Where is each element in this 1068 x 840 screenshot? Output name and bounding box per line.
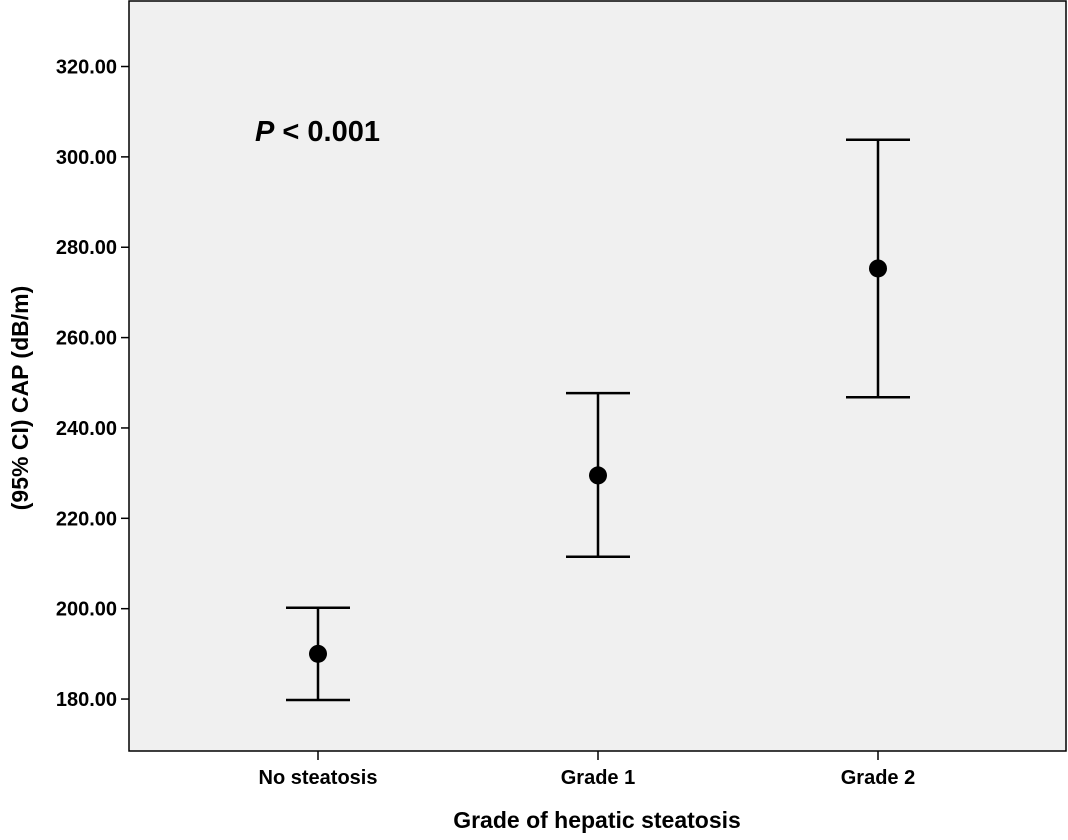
y-tick-label: 280.00 (56, 237, 117, 259)
x-axis: No steatosis Grade 1 Grade 2 (259, 751, 915, 789)
p-value-symbol: P (255, 116, 275, 148)
y-axis: 180.00 200.00 220.00 240.00 260.00 280.00 300.… (56, 57, 129, 711)
y-tick-label: 220.00 (56, 508, 117, 530)
mean-point (869, 259, 887, 278)
y-axis-title: (95% CI) CAP (dB/m) (7, 286, 33, 511)
mean-point (309, 644, 327, 663)
x-tick-label: Grade 1 (561, 767, 635, 789)
p-value-annotation: P < 0.001 (255, 116, 380, 148)
y-tick-label: 260.00 (56, 328, 117, 350)
x-tick-label: No steatosis (259, 767, 378, 789)
y-tick-label: 200.00 (56, 599, 117, 621)
y-tick-label: 180.00 (56, 689, 117, 711)
y-tick-label: 320.00 (56, 57, 117, 79)
data-marks (286, 138, 910, 702)
mean-point (589, 466, 607, 485)
x-axis-title: Grade of hepatic steatosis (453, 807, 741, 833)
plot-area (128, 0, 1067, 752)
y-tick-label: 240.00 (56, 418, 117, 440)
p-value-text: < 0.001 (274, 116, 380, 148)
y-tick-label: 300.00 (56, 147, 117, 169)
x-tick-label: Grade 2 (841, 767, 915, 789)
